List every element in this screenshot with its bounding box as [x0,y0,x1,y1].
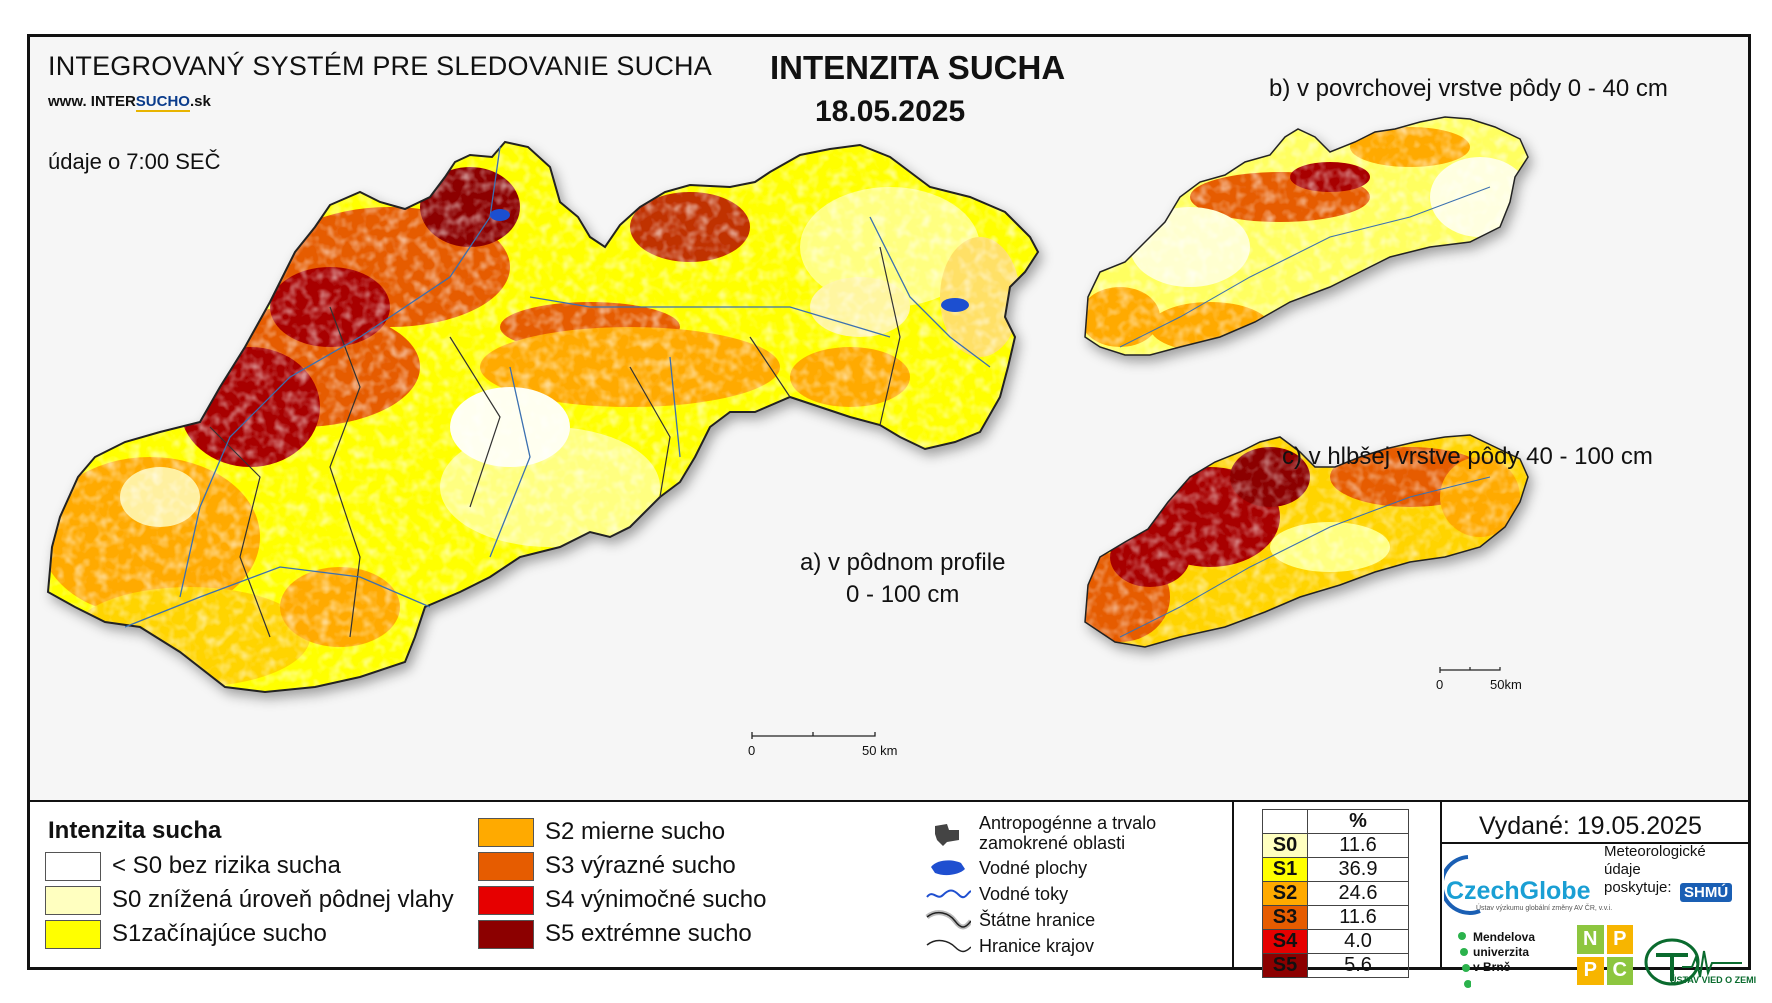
map-a-label-line1: a) v pôdnom profile [800,549,1006,576]
stats-value: 24.6 [1307,881,1409,906]
symbol-label: Vodné plochy [979,858,1088,878]
symbol-river: Vodné toky [925,881,1068,907]
url-prefix: www. INTER [48,93,136,110]
main-map [46,140,1040,694]
legend-divider [30,800,1748,802]
legend-item-s5: S5 extrémne sucho [478,918,752,950]
stats-divider [1232,800,1234,970]
main-scale-start: 0 [748,743,756,758]
surface-layer-map [1084,116,1529,356]
stats-value: 11.6 [1307,833,1409,858]
legend-swatch [45,851,101,881]
stats-class: S1 [1262,857,1308,882]
issued-divider [1442,842,1748,844]
logos-divider [1440,800,1442,970]
issued-date: Vydané: 19.05.2025 [1479,812,1702,840]
map-b-label: b) v povrchovej vrstve pôdy 0 - 40 cm [1269,75,1668,102]
czechglobe-logo-text: CzechGlobe [1446,877,1591,905]
legend-label: S0 znížená úroveň pôdnej vlahy [112,886,454,913]
data-time-note: údaje o 7:00 SEČ [48,149,221,174]
table-row: S1 36.9 [1262,857,1409,882]
drought-stats-table: % S0 11.6 S1 36.9 S2 24.6 S3 11.6 S4 4.0 S5 5.… [1262,809,1409,978]
state-border-icon [925,907,971,933]
stats-class: S5 [1262,953,1308,978]
legend-item-s2: S2 mierne sucho [478,816,725,848]
main-title: INTENZITA SUCHA [770,49,1066,86]
main-scale-end: 50 km [862,743,898,758]
legend-label: S1začínajúce sucho [112,920,327,947]
symbol-label: Hranice krajov [979,936,1095,956]
url-brand: SUCHO [135,93,190,112]
urban-area-icon [925,820,971,846]
map-area: INTEGROVANÝ SYSTÉM PRE SLEDOVANIE SUCHA … [30,37,1748,800]
uvz-logo-text: ÚSTAV VIED O ZEMI [1670,975,1757,985]
stats-value: 11.6 [1307,905,1409,930]
map-a-label: a) v pôdnom profile 0 - 100 cm [800,547,1005,611]
legend-title: Intenzita sucha [48,817,222,844]
legend-label: S4 výnimočné sucho [545,886,767,913]
symbol-urban-area: Antropogénne a trvalo zamokrené oblasti [925,813,1156,853]
table-row: S0 11.6 [1262,833,1409,858]
czechglobe-subtitle: Ústav výzkumu globální změny AV ČR, v.v.… [1476,905,1613,912]
legend-swatch [45,885,101,915]
legend-label: S5 extrémne sucho [545,920,752,947]
small-scale-end: 50km [1490,677,1522,692]
czechglobe-logo [1444,851,1600,917]
legend-swatch [478,817,534,847]
river-icon [925,881,971,907]
map-frame: INTEGROVANÝ SYSTÉM PRE SLEDOVANIE SUCHA … [27,34,1756,988]
legend-item-s3: S3 výrazné sucho [478,850,736,882]
stats-class: S2 [1262,881,1308,906]
map-canvas [46,116,1529,739]
shmu-logo: SHMÚ [1680,883,1733,902]
table-row: S4 4.0 [1262,929,1409,954]
stats-class: S3 [1262,905,1308,930]
stats-value: 36.9 [1307,857,1409,882]
table-row: % [1262,809,1409,834]
stats-class: S4 [1262,929,1308,954]
symbol-label: Štátne hranice [979,910,1096,930]
table-row: S5 5.6 [1262,953,1409,978]
symbol-state-border: Štátne hranice [925,907,1095,933]
main-scale-bar [751,732,876,739]
website-url[interactable]: www. INTERSUCHO.sk [48,93,211,112]
met-data-label: Meteorologické údaje poskytuje: [1604,843,1706,896]
legend-swatch [478,851,534,881]
system-title: INTEGROVANÝ SYSTÉM PRE SLEDOVANIE SUCHA [48,51,712,81]
legend-item-s0: S0 znížená úroveň pôdnej vlahy [45,884,454,916]
region-border-icon [925,933,971,959]
mendel-dots-icon [1457,930,1471,990]
legend-label: S3 výrazné sucho [545,852,736,879]
legend-item-s1: S1začínajúce sucho [45,918,327,950]
stats-value: 4.0 [1307,929,1409,954]
table-row: S2 24.6 [1262,881,1409,906]
mendel-logo: Mendelova univerzita v Brně [1473,930,1536,974]
legend-swatch [45,919,101,949]
table-row: S3 11.6 [1262,905,1409,930]
map-c-label: c) v hlbšej vrstve pôdy 40 - 100 cm [1282,443,1653,470]
legend-swatch [478,885,534,915]
stats-header: % [1307,809,1409,834]
legend-label: < S0 bez rizika sucha [112,852,341,879]
uvz-logo-icon [1642,937,1746,987]
symbol-label: Vodné toky [979,884,1069,904]
map-a-label-line2: 0 - 100 cm [846,581,960,608]
legend-item-s4: S4 výnimočné sucho [478,884,766,916]
legend-label: S2 mierne sucho [545,818,726,845]
symbol-water-body: Vodné plochy [925,855,1087,881]
small-scale-start: 0 [1436,677,1444,692]
small-scale-bar [1439,667,1501,673]
legend-item-no-risk: < S0 bez rizika sucha [45,850,341,882]
symbol-label: Antropogénne a trvalo zamokrené oblasti [979,813,1157,853]
stats-value: 5.6 [1307,953,1409,978]
legend-swatch [478,919,534,949]
url-suffix: .sk [189,93,211,110]
nppc-logo: N P P C [1577,925,1633,985]
symbol-region-border: Hranice krajov [925,933,1094,959]
water-body-icon [925,855,971,881]
map-date: 18.05.2025 [815,95,966,128]
stats-class: S0 [1262,833,1308,858]
